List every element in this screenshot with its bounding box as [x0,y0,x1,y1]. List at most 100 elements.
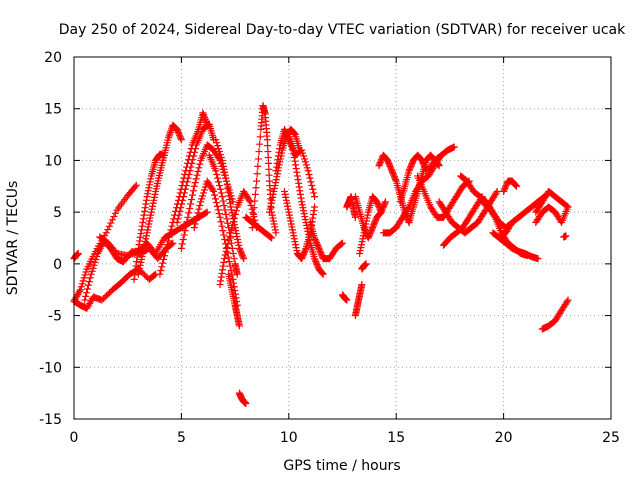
data-point [228,244,236,252]
data-point [246,198,254,206]
series-arc43 [532,187,572,216]
data-point [316,247,324,255]
data-point [285,211,293,219]
data-point [92,255,100,263]
data-point [294,176,302,184]
data-point [223,181,231,189]
data-point [238,252,246,260]
data-point [303,221,311,229]
data-point [190,182,198,190]
series-arc15 [225,270,243,330]
data-point [147,211,155,219]
data-point [227,203,235,211]
data-point [358,241,366,249]
data-point [300,207,308,215]
data-point [156,270,164,278]
data-point [164,237,172,245]
data-point [224,240,232,248]
data-point [138,226,146,234]
data-point [356,247,364,255]
data-point [304,167,312,175]
data-point [490,212,498,220]
data-point [160,255,168,263]
series-arc23 [306,218,346,263]
data-point [384,158,392,166]
data-point [265,171,273,179]
series-arc9 [173,120,218,226]
x-tick-label: 0 [70,430,79,446]
data-point [304,230,312,238]
data-point [202,117,210,125]
data-point [210,187,218,195]
data-point [303,224,311,232]
data-point [564,296,572,304]
data-point [215,178,223,186]
data-point [232,230,240,238]
data-point [196,201,204,209]
y-tick-label: 10 [44,153,62,169]
y-tick-label: 15 [44,102,62,118]
data-point [219,197,227,205]
data-point [300,155,308,163]
data-point [158,263,166,271]
data-point [297,194,305,202]
data-point [381,198,389,206]
data-point [130,275,138,283]
data-point [87,270,95,278]
data-point [339,239,346,247]
data-point [272,229,280,237]
data-point [85,278,93,286]
data-point [89,264,97,272]
data-point [182,222,190,230]
data-point [219,266,227,274]
data-point [136,261,144,269]
data-point [375,202,383,210]
data-point [101,293,109,301]
data-point [290,232,298,240]
data-point [292,241,300,249]
data-point [312,258,320,266]
chart-title: Day 250 of 2024, Sidereal Day-to-day VTE… [59,22,626,38]
data-point [313,261,321,269]
data-point [273,159,281,167]
data-point [106,289,114,297]
data-point [84,281,92,289]
data-point [226,262,234,270]
data-point [230,214,238,222]
data-point [295,179,303,187]
data-point [312,238,320,246]
data-point [299,149,307,157]
y-axis-label: SDTVAR / TECUs [5,181,21,296]
data-point [249,209,257,217]
data-point [271,226,279,234]
data-point [360,229,368,237]
data-point [227,206,235,214]
data-point [199,192,207,200]
data-point [138,255,146,263]
data-point [136,233,144,241]
data-point [405,167,413,175]
data-point [270,185,278,193]
data-point [111,209,119,217]
data-point [174,127,182,135]
series-arc2 [70,265,160,312]
data-point [144,187,152,195]
data-point [177,134,185,142]
data-point [500,187,508,195]
y-tick-label: 20 [44,50,62,66]
data-point [104,226,112,234]
data-point [385,159,393,167]
data-point [151,271,159,279]
data-point [193,171,201,179]
data-point [534,255,542,263]
data-point [98,296,106,304]
data-point [142,232,150,240]
series-arc16 [235,389,250,407]
y-tick-label: -10 [39,360,62,376]
data-point [263,136,271,144]
data-point [364,234,372,242]
data-point [222,210,230,218]
data-point [177,244,185,252]
data-point [74,250,82,258]
data-point [369,222,377,230]
